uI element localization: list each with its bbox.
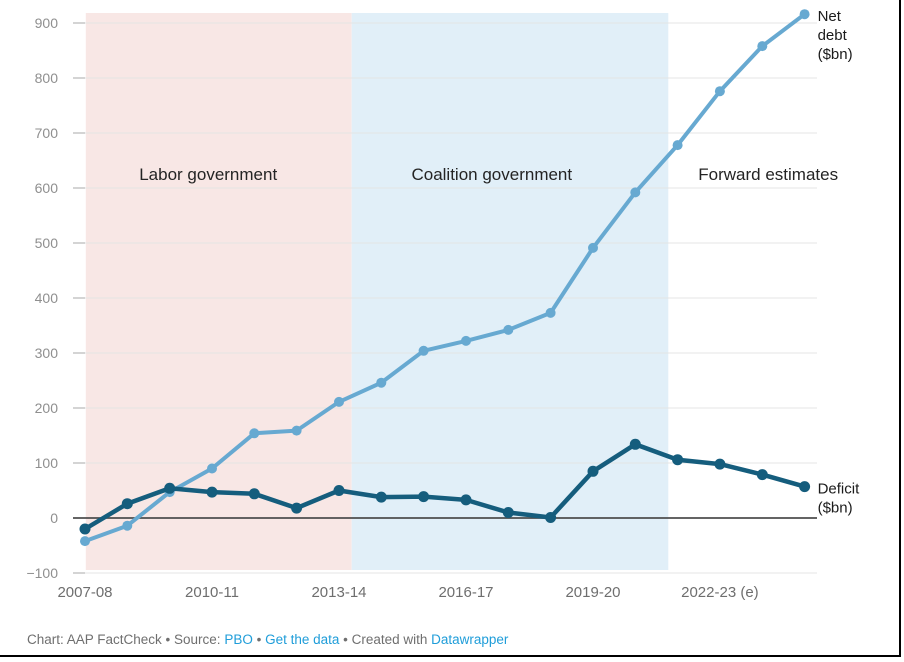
data-point-net-debt-2007-08[interactable] — [80, 536, 90, 547]
x-axis-tick-label: 2013-14 — [311, 584, 366, 601]
data-point-net-debt-2011-12[interactable] — [249, 428, 260, 439]
y-axis-tick-label: 500 — [35, 235, 59, 251]
data-point-net-debt-2023-24[interactable] — [757, 41, 768, 52]
data-point-net-debt-2008-09[interactable] — [122, 520, 133, 531]
data-point-net-debt-2018-19[interactable] — [545, 307, 556, 318]
series-label-net-debt: ($bn) — [818, 46, 853, 63]
y-axis-tick-label: 900 — [35, 15, 59, 31]
x-axis-tick-label: 2016-17 — [438, 584, 493, 601]
data-point-deficit-2021-22[interactable] — [672, 454, 684, 466]
region-forward-estimates — [668, 13, 817, 570]
data-point-deficit-2009-10[interactable] — [164, 482, 176, 494]
data-point-net-debt-2022-23[interactable] — [714, 86, 725, 97]
region-coalition-government — [351, 13, 669, 570]
data-point-net-debt-2021-22[interactable] — [672, 140, 683, 151]
data-point-net-debt-2019-20[interactable] — [588, 242, 598, 253]
data-point-deficit-2019-20[interactable] — [587, 465, 599, 477]
get-the-data-link[interactable]: Get the data — [265, 632, 340, 647]
data-point-net-debt-2024-25[interactable] — [799, 9, 810, 20]
source-link[interactable]: PBO — [224, 632, 253, 647]
x-axis-tick-label: 2010-11 — [185, 584, 239, 601]
data-point-net-debt-2014-15[interactable] — [376, 377, 387, 388]
series-label-deficit: Deficit — [818, 481, 861, 498]
y-axis-tick-label: 100 — [35, 455, 59, 471]
data-point-net-debt-2013-14[interactable] — [334, 396, 344, 407]
region-labor-government — [85, 13, 352, 570]
footer-attribution-text: Chart: AAP FactCheck • Source: — [27, 632, 225, 647]
y-axis-tick-label: −100 — [26, 565, 58, 581]
data-point-deficit-2015-16[interactable] — [418, 491, 430, 503]
data-point-deficit-2017-18[interactable] — [502, 507, 514, 518]
window-border-right — [899, 0, 901, 657]
data-point-deficit-2020-21[interactable] — [629, 438, 641, 450]
footer-created-with-text: • Created with — [339, 632, 432, 647]
series-label-net-debt: Net — [818, 8, 842, 25]
chart-area: 900 800 700 600 500 400 300 200 100 0 −100 2007-08 2… — [26, 8, 861, 601]
data-point-net-debt-2012-13[interactable] — [291, 425, 302, 436]
series-label-deficit: ($bn) — [818, 500, 853, 517]
y-axis-tick-label: 700 — [35, 125, 59, 141]
footer-separator: • — [252, 632, 266, 647]
series-line-net-debt — [83, 12, 807, 544]
y-axis-tick-label: 0 — [50, 510, 58, 526]
region-label-forward-estimates: Forward estimates — [698, 165, 838, 184]
data-point-deficit-2014-15[interactable] — [375, 491, 387, 503]
y-axis-tick-label: 300 — [35, 345, 59, 361]
region-label-coalition-government: Coalition government — [411, 165, 572, 184]
data-point-deficit-2013-14[interactable] — [333, 485, 345, 496]
chart-footer: Chart: AAP FactCheck • Source: PBO • Get… — [27, 632, 508, 647]
data-point-net-debt-2015-16[interactable] — [418, 345, 429, 356]
series-line-deficit — [82, 442, 807, 532]
x-axis-tick-label: 2019-20 — [565, 584, 620, 601]
x-axis-tick-label: 2007-08 — [57, 584, 112, 601]
y-axis-tick-label: 600 — [35, 180, 59, 196]
y-axis-tick-label: 800 — [35, 70, 59, 86]
data-point-net-debt-2017-18[interactable] — [503, 324, 514, 335]
x-axis-tick-label: 2022-23 (e) — [681, 584, 759, 601]
region-label-labor-government: Labor government — [139, 165, 277, 184]
data-point-net-debt-2020-21[interactable] — [630, 187, 641, 198]
data-point-deficit-2023-24[interactable] — [756, 469, 768, 481]
data-point-deficit-2012-13[interactable] — [291, 502, 303, 514]
data-point-deficit-2010-11[interactable] — [206, 486, 218, 498]
data-point-net-debt-2010-11[interactable] — [207, 463, 217, 474]
data-point-deficit-2016-17[interactable] — [460, 494, 472, 506]
data-point-deficit-2011-12[interactable] — [248, 488, 260, 500]
data-point-deficit-2024-25[interactable] — [799, 481, 811, 493]
series-label-net-debt: debt — [818, 27, 848, 44]
data-point-deficit-2008-09[interactable] — [121, 498, 133, 510]
data-point-deficit-2018-19[interactable] — [545, 512, 557, 523]
datawrapper-link[interactable]: Datawrapper — [431, 632, 509, 647]
data-point-deficit-2007-08[interactable] — [79, 523, 91, 535]
window-border-bottom — [0, 655, 901, 657]
y-axis-tick-label: 200 — [35, 400, 59, 416]
data-point-deficit-2022-23[interactable] — [714, 458, 726, 470]
data-point-net-debt-2016-17[interactable] — [461, 335, 471, 346]
y-axis-tick-label: 400 — [35, 290, 59, 306]
